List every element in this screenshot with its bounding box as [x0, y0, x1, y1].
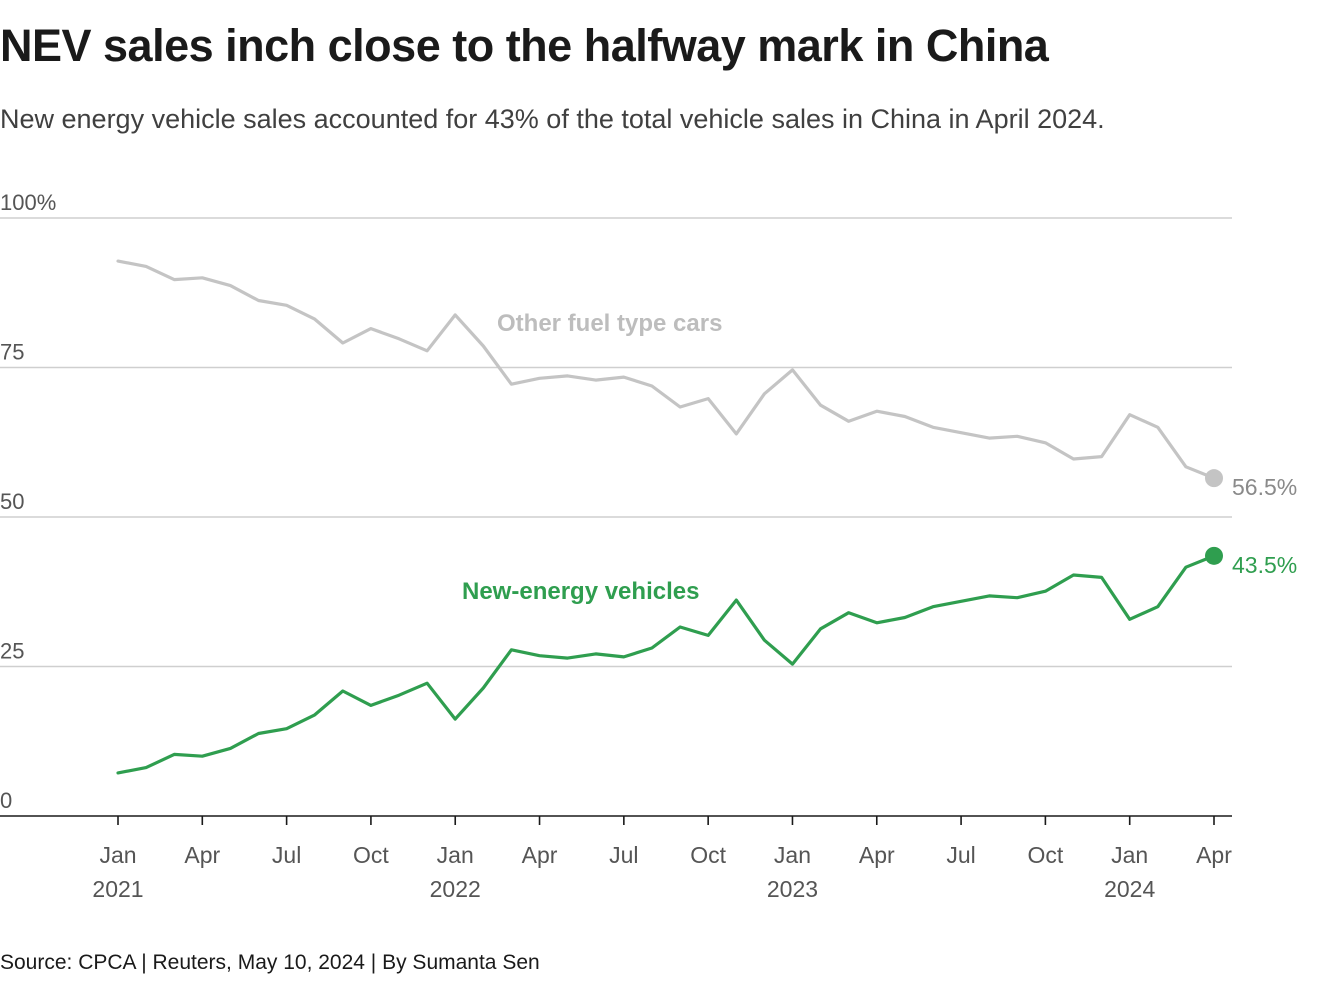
chart-subtitle: New energy vehicle sales accounted for 4… — [0, 104, 1105, 134]
x-tick-label: Oct — [1027, 842, 1063, 868]
series-end-label: 56.5% — [1232, 474, 1297, 500]
x-tick-label: Oct — [690, 842, 726, 868]
x-tick-label: Apr — [859, 842, 895, 868]
series-name-label: Other fuel type cars — [497, 310, 722, 337]
y-tick-label: 25 — [0, 639, 24, 664]
line-chart: 0 25 50 75 100% Jan 2021 Apr Jul Oct Jan 2022 Apr Jul… — [0, 190, 1297, 902]
x-tick-label: Apr — [184, 842, 220, 868]
x-tick-label: Jul — [609, 842, 638, 868]
y-tick-label: 75 — [0, 340, 24, 365]
x-tick-year-label: 2023 — [767, 876, 818, 902]
series-line — [116, 259, 1216, 480]
x-tick-year-label: 2022 — [430, 876, 481, 902]
y-tick-label: 50 — [0, 489, 24, 514]
x-tick-year-label: 2021 — [92, 876, 143, 902]
chart-title: NEV sales inch close to the halfway mark… — [0, 20, 1049, 71]
x-tick-label: Jan — [99, 842, 136, 868]
x-tick-label: Jan — [1111, 842, 1148, 868]
x-tick-label: Jul — [946, 842, 975, 868]
y-tick-label: 0 — [0, 788, 12, 813]
series-end-label: 43.5% — [1232, 552, 1297, 578]
x-tick-label: Jan — [437, 842, 474, 868]
series-name-label: New-energy vehicles — [462, 578, 699, 605]
x-tick-label: Jul — [272, 842, 301, 868]
x-tick-label: Jan — [774, 842, 811, 868]
x-tick-label: Apr — [1196, 842, 1232, 868]
series-end-marker — [1205, 469, 1223, 488]
source-note: Source: CPCA | Reuters, May 10, 2024 | B… — [0, 951, 540, 974]
series-end-marker — [1205, 546, 1223, 565]
x-tick-year-label: 2024 — [1104, 876, 1155, 902]
series-line — [116, 554, 1216, 775]
y-tick-label: 100% — [0, 190, 56, 215]
x-tick-label: Oct — [353, 842, 389, 868]
x-tick-label: Apr — [522, 842, 558, 868]
